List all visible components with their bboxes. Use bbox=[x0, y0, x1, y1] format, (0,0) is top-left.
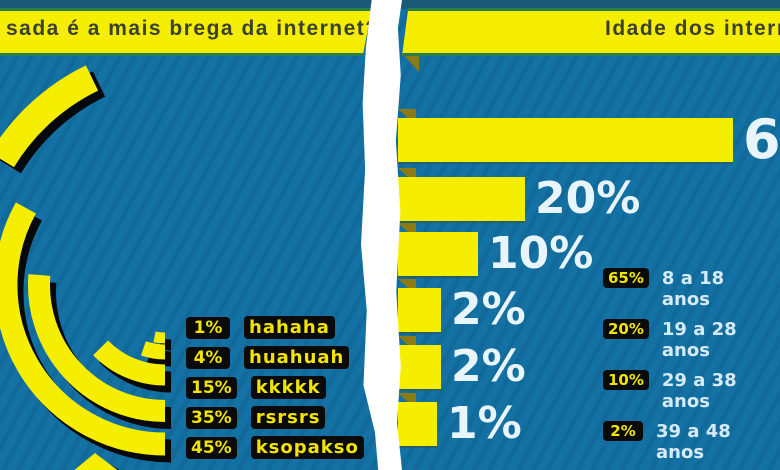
legend-label: 19 a 28 anos bbox=[661, 319, 737, 361]
left-chart-legend: 1% hahaha 4% huahuah 15% kkkkk 35% rsrsr… bbox=[186, 316, 364, 466]
legend-pct: 4% bbox=[186, 346, 230, 369]
bar-row: 65% bbox=[398, 108, 780, 171]
bar-fold-triangle bbox=[398, 223, 416, 232]
right-panel-title: Idade dos interna bbox=[605, 17, 780, 40]
bar-value-label: 1% bbox=[447, 398, 522, 449]
bar-row: 1% bbox=[398, 393, 522, 449]
left-panel-title: sada é a mais brega da internet? bbox=[6, 17, 380, 40]
legend-pct: 45% bbox=[186, 436, 237, 459]
outer-arc bbox=[0, 65, 99, 168]
legend-item: 45% ksopakso bbox=[186, 436, 364, 459]
legend-pct: 15% bbox=[186, 376, 237, 399]
bottom-arc-fragment-shadow bbox=[84, 459, 120, 470]
legend-item: 10% 29 a 38 anos bbox=[603, 370, 775, 412]
bar-row: 2% bbox=[398, 279, 526, 335]
legend-label: huahuah bbox=[244, 346, 350, 369]
bar-value-label: 65% bbox=[743, 108, 780, 171]
legend-label: ksopakso bbox=[250, 436, 364, 459]
legend-item: 15% kkkkk bbox=[186, 376, 364, 399]
legend-label: hahaha bbox=[244, 316, 335, 339]
bar-19-28-anos bbox=[398, 168, 525, 221]
legend-pct: 35% bbox=[186, 406, 237, 429]
bar-value-label: 10% bbox=[488, 228, 594, 279]
legend-item: 4% huahuah bbox=[186, 346, 364, 369]
bar-row: 2% bbox=[398, 336, 526, 392]
legend-label: 39 a 48 anos bbox=[656, 421, 731, 463]
bar-value-label: 2% bbox=[451, 284, 526, 335]
right-chart-legend: 65% 8 a 18 anos 20% 19 a 28 anos 10% 29 … bbox=[603, 268, 775, 470]
legend-label: 8 a 18 anos bbox=[661, 268, 725, 310]
torn-page-divider bbox=[361, 0, 402, 470]
bottom-arc-fragment bbox=[74, 453, 118, 470]
bar-29-38-anos bbox=[398, 223, 478, 276]
legend-item: 65% 8 a 18 anos bbox=[603, 268, 775, 310]
outer-arc-shadow bbox=[0, 71, 106, 174]
bar-value-label: 2% bbox=[451, 341, 526, 392]
bar-row: 20% bbox=[398, 168, 641, 224]
legend-item: 2% 39 a 48 anos bbox=[603, 421, 775, 463]
panel-laugh-styles: sada é a mais brega da internet? 1% haha… bbox=[0, 8, 372, 470]
bar-fold-triangle bbox=[398, 393, 416, 402]
bar-fold-triangle bbox=[398, 168, 416, 177]
legend-item: 20% 19 a 28 anos bbox=[603, 319, 775, 361]
bar-acima-59-anos bbox=[398, 393, 437, 446]
bar-fold-triangle bbox=[398, 279, 416, 288]
legend-item: 1% hahaha bbox=[186, 316, 364, 339]
legend-label: 29 a 38 anos bbox=[661, 370, 737, 412]
bar-row: 10% bbox=[398, 223, 594, 279]
panel-user-ages: Idade dos interna 65% 20% 10% 2% bbox=[398, 0, 780, 470]
legend-pct: 2% bbox=[603, 421, 643, 441]
bar-8-18-anos bbox=[398, 109, 733, 162]
bar-value-label: 20% bbox=[535, 173, 641, 224]
legend-pct: 1% bbox=[186, 316, 230, 339]
left-title-banner: sada é a mais brega da internet? bbox=[0, 8, 372, 56]
legend-pct: 10% bbox=[603, 370, 649, 390]
legend-item: 35% rsrsrs bbox=[186, 406, 364, 429]
bar-39-48-anos bbox=[398, 279, 441, 332]
bar-fold-triangle bbox=[398, 336, 416, 345]
bar-49-58-anos bbox=[398, 336, 441, 389]
legend-label: kkkkk bbox=[250, 376, 326, 399]
legend-pct: 65% bbox=[603, 268, 649, 288]
legend-pct: 20% bbox=[603, 319, 649, 339]
legend-label: rsrsrs bbox=[250, 406, 326, 429]
right-title-banner: Idade dos interna bbox=[402, 8, 780, 56]
bar-fold-triangle bbox=[398, 109, 416, 118]
